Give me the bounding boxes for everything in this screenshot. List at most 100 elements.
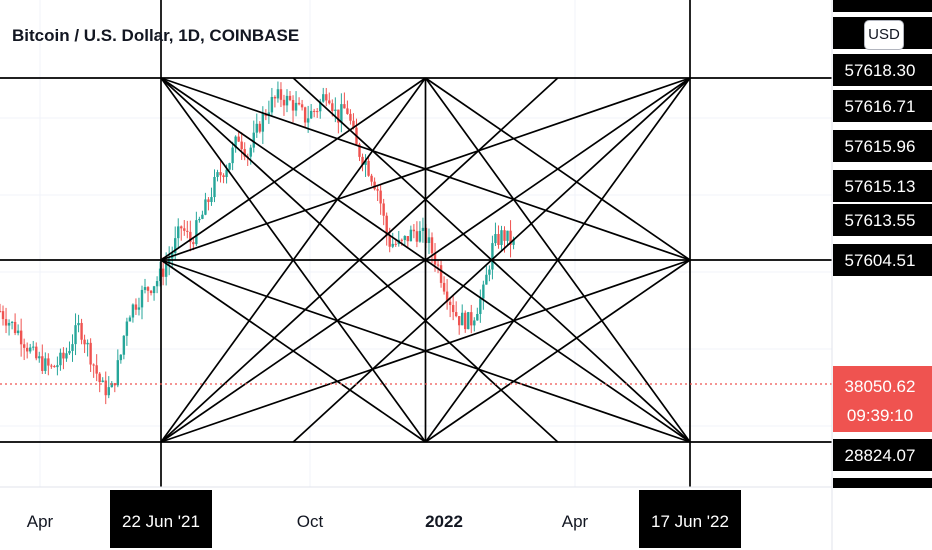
- price-axis-label: 57618.30: [845, 61, 916, 80]
- price-axis-label: 57613.55: [845, 211, 916, 230]
- price-axis-label: 57604.51: [845, 251, 916, 270]
- candle-body: [442, 282, 446, 292]
- candle-body: [294, 102, 298, 111]
- candle-body: [95, 365, 98, 374]
- time-axis-label: 2022: [425, 512, 463, 531]
- candle-body: [149, 290, 153, 294]
- candle-body: [273, 96, 277, 99]
- candle-body: [234, 136, 237, 148]
- candle-body: [116, 360, 120, 386]
- candle-body: [497, 234, 500, 245]
- candle-body: [167, 258, 171, 264]
- candle-body: [137, 307, 141, 310]
- candle-body: [92, 364, 95, 366]
- candle-body: [470, 312, 473, 326]
- candle-body: [500, 230, 503, 245]
- candle-body: [252, 132, 255, 148]
- candle-body: [155, 281, 159, 287]
- candle-body: [385, 215, 388, 236]
- price-label-bg: [833, 478, 932, 488]
- candle-body: [400, 239, 403, 241]
- candle-body: [494, 234, 497, 244]
- candle-body: [107, 387, 110, 396]
- candle-body: [334, 109, 337, 111]
- candle-body: [358, 144, 361, 157]
- price-label-bg: [833, 244, 932, 276]
- price-label-bg: [833, 170, 932, 202]
- candle-body: [382, 203, 385, 216]
- time-axis-label: Oct: [297, 512, 324, 531]
- candle-body: [288, 95, 292, 101]
- candle-body: [59, 352, 62, 366]
- candle-body: [367, 160, 370, 176]
- candle-body: [243, 149, 246, 157]
- candle-body: [189, 231, 192, 243]
- candle-body: [485, 274, 488, 285]
- candle-body: [158, 268, 162, 282]
- candle-body: [491, 243, 494, 270]
- symbol-title[interactable]: Bitcoin / U.S. Dollar, 1D, COINBASE: [12, 26, 300, 45]
- candle-body: [19, 330, 23, 345]
- gann-diagonal: [292, 77, 691, 443]
- chart-grid: [0, 0, 832, 487]
- candle-body: [231, 147, 234, 164]
- candle-body: [186, 230, 189, 232]
- candle-body: [89, 342, 92, 365]
- time-axis-label: Apr: [562, 512, 589, 531]
- candle-body: [222, 175, 225, 178]
- gann-box-drawing: [0, 0, 832, 487]
- candle-body: [53, 366, 56, 368]
- candle-body: [134, 304, 138, 310]
- candle-body: [361, 156, 364, 165]
- candle-body: [388, 235, 391, 247]
- candle-body: [379, 190, 382, 204]
- candle-body: [240, 141, 243, 150]
- candle-body: [201, 214, 204, 219]
- price-label-bg: [833, 439, 932, 471]
- candle-body: [276, 89, 280, 99]
- candle-body: [16, 330, 20, 334]
- candle-body: [297, 102, 301, 105]
- candle-body: [337, 109, 340, 123]
- candle-body: [207, 199, 210, 203]
- candle-body: [415, 231, 419, 242]
- candle-body: [418, 230, 422, 242]
- candle-body: [303, 107, 307, 123]
- candle-body: [439, 265, 443, 283]
- candle-body: [454, 312, 458, 317]
- candle-body: [503, 230, 506, 241]
- candle-body: [309, 110, 313, 119]
- candle-body: [10, 321, 14, 323]
- candle-body: [322, 94, 325, 102]
- candle-body: [210, 197, 213, 203]
- candle-body: [104, 380, 107, 396]
- candle-body: [261, 113, 265, 132]
- candle-body: [128, 317, 132, 322]
- gann-diagonal: [160, 77, 691, 261]
- candle-body: [195, 220, 198, 245]
- candle-body: [35, 346, 38, 359]
- candle-body: [352, 120, 355, 128]
- candle-body: [464, 312, 467, 330]
- time-axis-label: 17 Jun '22: [651, 512, 729, 531]
- candle-body: [44, 358, 47, 371]
- candle-body: [119, 354, 123, 361]
- candle-body: [430, 237, 434, 254]
- price-axis-label: 57615.96: [845, 137, 916, 156]
- candle-body: [7, 322, 11, 326]
- candle-body: [343, 104, 346, 109]
- candle-body: [152, 286, 156, 294]
- candle-body: [192, 242, 195, 245]
- candle-body: [177, 226, 180, 239]
- candle-body: [476, 314, 479, 321]
- candle-body: [346, 108, 349, 114]
- candle-body: [412, 229, 416, 232]
- gann-diagonal: [425, 77, 691, 261]
- candle-body: [270, 96, 274, 113]
- currency-button[interactable]: USD: [864, 20, 904, 50]
- price-axis-label: 28824.07: [845, 446, 916, 465]
- candle-body: [316, 111, 319, 113]
- candle-body: [180, 226, 183, 229]
- candle-body: [77, 322, 80, 326]
